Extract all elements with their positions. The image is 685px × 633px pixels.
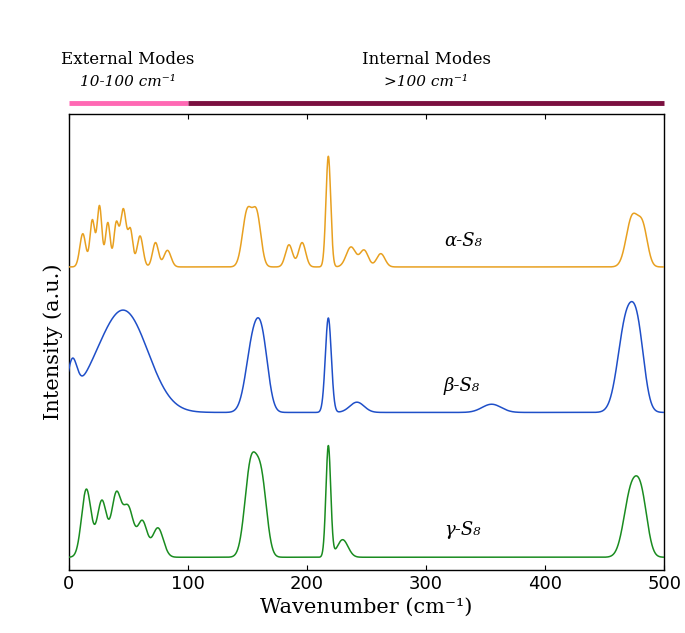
- Text: >100 cm⁻¹: >100 cm⁻¹: [384, 75, 468, 89]
- Y-axis label: Intensity (a.u.): Intensity (a.u.): [43, 263, 63, 420]
- X-axis label: Wavenumber (cm⁻¹): Wavenumber (cm⁻¹): [260, 598, 473, 617]
- Text: α-S₈: α-S₈: [444, 232, 482, 250]
- Text: β-S₈: β-S₈: [444, 377, 480, 395]
- Text: 10-100 cm⁻¹: 10-100 cm⁻¹: [80, 75, 176, 89]
- Text: External Modes: External Modes: [62, 51, 195, 68]
- Text: Internal Modes: Internal Modes: [362, 51, 490, 68]
- Text: γ-S₈: γ-S₈: [444, 521, 480, 539]
